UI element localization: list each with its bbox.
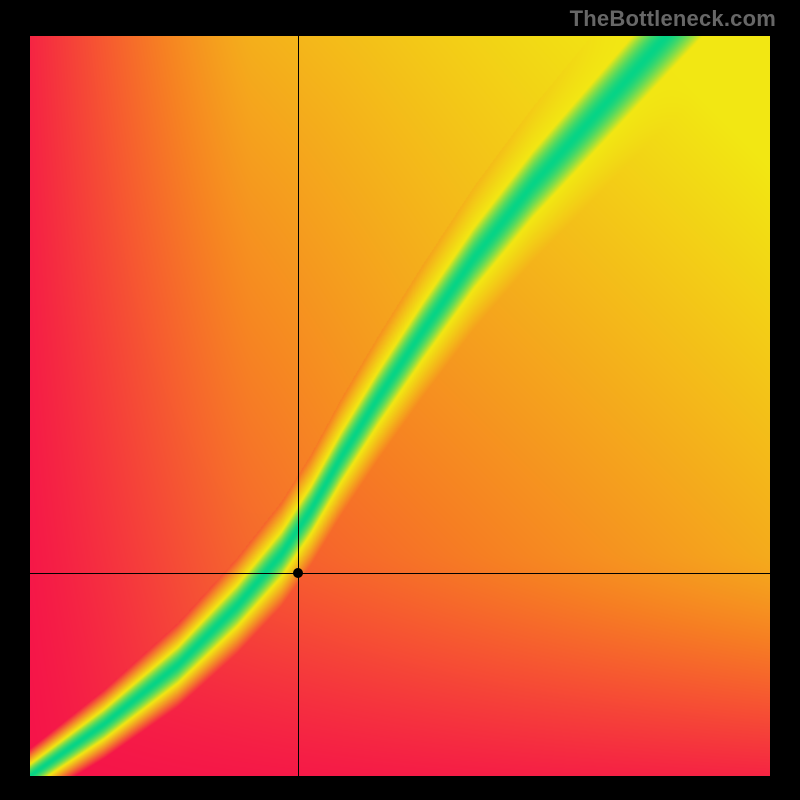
page-root: TheBottleneck.com: [0, 0, 800, 800]
watermark-text: TheBottleneck.com: [570, 6, 776, 32]
crosshair-vertical: [298, 36, 299, 776]
crosshair-horizontal: [30, 573, 770, 574]
plot-frame: [30, 36, 770, 776]
marker-point: [293, 568, 303, 578]
heatmap-canvas: [30, 36, 770, 776]
